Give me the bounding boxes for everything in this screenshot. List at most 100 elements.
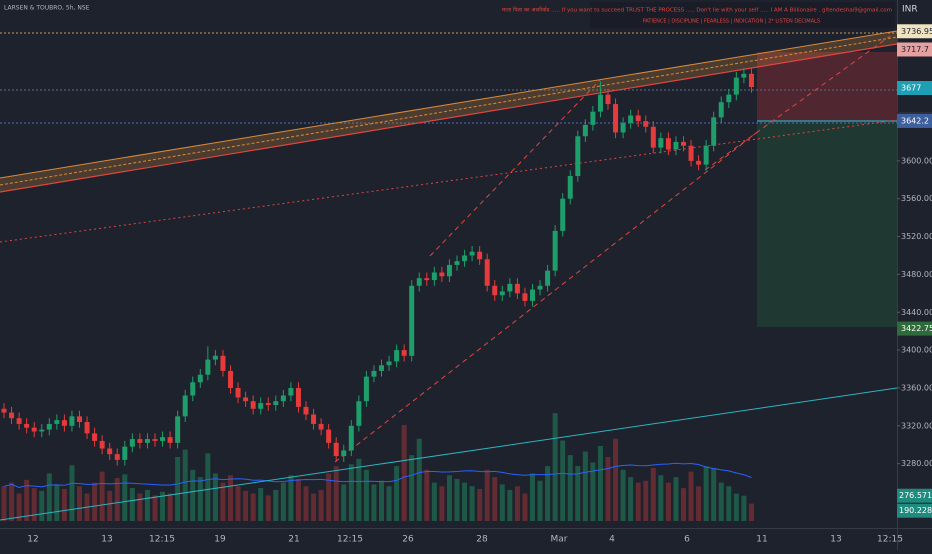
candle-body (741, 73, 747, 78)
y-tick-label: 3440.00 (901, 308, 932, 317)
y-tick-label: 3360.00 (901, 383, 932, 392)
volume-label: 276.571K (899, 491, 932, 500)
volume-bar (326, 473, 332, 521)
header-box (590, 2, 895, 28)
candle-body (703, 145, 709, 165)
volume-bar (590, 462, 596, 521)
price-label: 3736.95 (901, 27, 932, 36)
volume-bar (212, 473, 218, 521)
volume-bar (431, 482, 437, 521)
volume-bar (303, 486, 309, 521)
volume-bar (507, 489, 513, 521)
channel-band (0, 31, 897, 192)
candle-body (205, 359, 211, 375)
candle-body (552, 230, 558, 271)
x-tick-label: 13 (101, 535, 112, 545)
candle-body (341, 450, 347, 457)
volume-bar (711, 467, 717, 521)
y-tick-label: 3480.00 (901, 270, 932, 279)
volume-bar (605, 457, 611, 521)
volume-bar (175, 457, 181, 521)
candle-body (431, 272, 437, 281)
volume-bar (681, 488, 686, 521)
candle-body (197, 374, 203, 383)
candle-body (77, 416, 82, 423)
candle-body (379, 365, 384, 371)
candle-body (273, 401, 279, 405)
candle-body (258, 403, 264, 409)
volume-bar (197, 477, 203, 521)
candle-body (99, 440, 105, 449)
volume-bar (386, 486, 392, 521)
volume-bar (567, 455, 573, 521)
volume-bar (341, 484, 347, 521)
x-tick-label: 12:15 (149, 535, 175, 545)
volume-bar (363, 469, 369, 521)
volume-bar (46, 473, 52, 521)
volume-bar (152, 495, 158, 521)
candle-body (175, 416, 181, 443)
candle-body (469, 251, 475, 256)
candle-body (318, 423, 324, 430)
candle-body (144, 439, 150, 443)
candle-body (16, 418, 22, 424)
candle-body (416, 278, 422, 286)
volume-bar (318, 489, 324, 521)
candle-body (243, 397, 249, 402)
candle-body (107, 448, 113, 455)
volume-bar (462, 482, 468, 521)
volume-ma (3, 462, 752, 489)
volume-bar (673, 477, 679, 521)
volume-label: 190.228K (899, 506, 932, 515)
volume-bar (122, 474, 128, 521)
volume-bar (160, 491, 166, 521)
candle-body (537, 285, 543, 290)
volume-bar (454, 478, 460, 521)
candle-body (190, 382, 196, 396)
candle-body (673, 141, 679, 150)
candle-body (665, 138, 671, 150)
x-tick-label: 19 (214, 535, 226, 545)
candle-body (61, 420, 67, 426)
volume-label-box (897, 503, 932, 518)
candle-body (401, 350, 407, 356)
x-tick-label: 12:15 (877, 535, 903, 545)
chart-title: LARSEN & TOUBRO, 5h, NSE (4, 5, 90, 12)
volume-bar (258, 488, 264, 521)
volume-bar (92, 482, 98, 521)
volume-bar (280, 482, 286, 521)
candle-body (424, 278, 430, 281)
candle-body (748, 73, 754, 88)
volume-bar (348, 464, 354, 521)
x-tick-label: 6 (684, 535, 690, 545)
volume-bar (522, 493, 528, 521)
volume-bar (643, 480, 649, 521)
price-label-box (897, 321, 932, 336)
y-tick-label: 3400.00 (901, 346, 932, 355)
volume-bar (31, 488, 37, 521)
candle-body (160, 437, 166, 441)
volume-bar (545, 466, 551, 521)
candle-body (167, 437, 173, 443)
price-label-box (897, 24, 932, 39)
candle-body (326, 429, 332, 443)
volume-bar (311, 493, 317, 521)
volume-bar (77, 486, 82, 521)
volume-bar (484, 469, 490, 521)
volume-bar (61, 489, 67, 521)
candle-body (363, 376, 369, 402)
candle-body (650, 126, 656, 148)
candle-body (212, 355, 218, 360)
candle-body (643, 121, 649, 127)
trend-line (0, 36, 898, 186)
candle-body (288, 387, 294, 396)
candle-body (1, 408, 7, 413)
volume-bar (190, 469, 196, 521)
x-tick-label: Mar (551, 535, 568, 545)
volume-bar (54, 484, 60, 521)
candle-body (129, 439, 135, 447)
y-tick-label: 3280.00 (901, 459, 932, 468)
candle-body (613, 104, 619, 133)
candle-body (333, 442, 339, 457)
